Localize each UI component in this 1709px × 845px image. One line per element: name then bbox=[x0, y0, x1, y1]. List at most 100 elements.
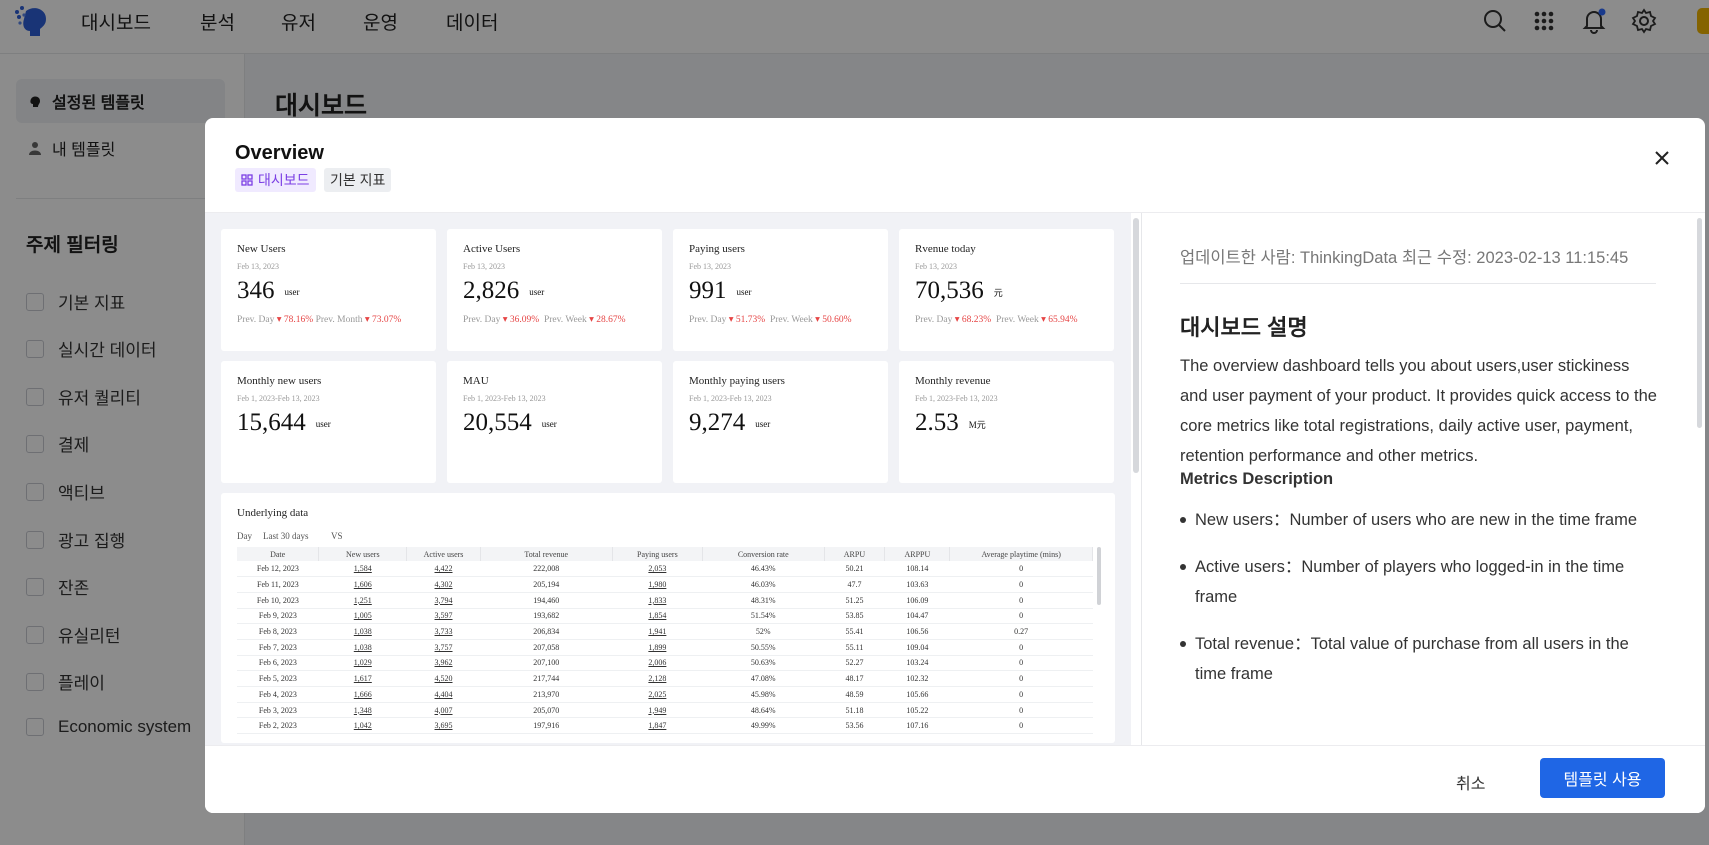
template-preview-modal: Overview 대시보드 기본 지표 New Users Feb 13, 20… bbox=[205, 118, 1705, 813]
table-cell[interactable]: 4,302 bbox=[406, 576, 481, 593]
checkbox[interactable] bbox=[26, 482, 44, 501]
table-cell[interactable]: 3,733 bbox=[406, 623, 481, 640]
use-template-button[interactable]: 템플릿 사용 bbox=[1540, 758, 1665, 798]
table-cell[interactable]: 1,029 bbox=[318, 655, 407, 672]
column-header[interactable]: Average playtime (mins) bbox=[949, 547, 1093, 561]
sidebar-item-label: 설정된 템플릿 bbox=[52, 95, 145, 112]
table-cell[interactable]: 1,847 bbox=[612, 717, 703, 735]
table-cell[interactable]: 1,584 bbox=[318, 561, 407, 578]
cmp-number: 68.23% bbox=[961, 315, 992, 325]
table-cell[interactable]: 1,038 bbox=[318, 623, 407, 640]
checkbox[interactable] bbox=[26, 718, 44, 736]
description-scrollbar[interactable] bbox=[1697, 218, 1702, 428]
filter-churn-return[interactable]: 유실리턴 bbox=[26, 622, 121, 647]
filter-active[interactable]: 액티브 bbox=[26, 479, 105, 504]
table-cell[interactable]: 1,251 bbox=[318, 592, 407, 609]
filter-basic-metrics[interactable]: 기본 지표 bbox=[26, 289, 125, 314]
checkbox[interactable] bbox=[26, 530, 44, 549]
table-cell[interactable]: 2,025 bbox=[612, 686, 703, 703]
date-range-select[interactable]: Last 30 days bbox=[263, 531, 309, 541]
filter-play[interactable]: 플레이 bbox=[26, 669, 105, 694]
table-cell[interactable]: 4,007 bbox=[406, 702, 481, 719]
notification-bell-icon[interactable] bbox=[1581, 8, 1607, 34]
cmp-number: 78.16% bbox=[283, 315, 314, 325]
checkbox[interactable] bbox=[26, 672, 44, 691]
table-cell: 46.43% bbox=[702, 561, 825, 578]
table-cell[interactable]: 1,348 bbox=[318, 702, 407, 719]
search-icon[interactable] bbox=[1482, 8, 1508, 34]
apps-grid-icon[interactable] bbox=[1531, 8, 1557, 34]
table-cell[interactable]: 3,794 bbox=[406, 592, 481, 609]
column-header[interactable]: ARPPU bbox=[884, 547, 951, 561]
compare-toggle[interactable]: VS bbox=[331, 531, 343, 541]
user-avatar[interactable] bbox=[1697, 8, 1709, 34]
filter-ad-campaign[interactable]: 광고 집행 bbox=[26, 527, 125, 552]
column-header[interactable]: Date bbox=[237, 547, 320, 561]
settings-gear-icon[interactable] bbox=[1631, 8, 1657, 34]
filter-user-quality[interactable]: 유저 퀄리티 bbox=[26, 384, 141, 409]
sidebar-item-preset-templates[interactable]: 설정된 템플릿 bbox=[16, 79, 225, 123]
cmp-value: ▾ 51.73% bbox=[728, 315, 766, 325]
table-cell[interactable]: 1,854 bbox=[612, 608, 703, 625]
table-cell[interactable]: 3,962 bbox=[406, 655, 481, 672]
column-header[interactable]: Paying users bbox=[612, 547, 703, 561]
table-cell[interactable]: 2,128 bbox=[612, 670, 703, 687]
nav-operation[interactable]: 운영 bbox=[363, 13, 398, 34]
table-cell[interactable]: 1,606 bbox=[318, 576, 407, 593]
checkbox[interactable] bbox=[26, 434, 44, 453]
table-cell[interactable]: 1,980 bbox=[612, 576, 703, 593]
table-cell[interactable]: 1,899 bbox=[612, 639, 703, 656]
table-cell[interactable]: 4,422 bbox=[406, 561, 481, 578]
nav-users[interactable]: 유저 bbox=[281, 13, 316, 34]
kpi-card-monthly-paying-users: Monthly paying users Feb 1, 2023-Feb 13,… bbox=[673, 361, 888, 483]
cmp-number: 50.60% bbox=[822, 315, 852, 325]
filter-payment[interactable]: 결제 bbox=[26, 431, 89, 456]
card-comparison: Prev. Day ▾ 36.09% Prev. Week ▾ 28.67% bbox=[463, 314, 626, 325]
nav-data[interactable]: 데이터 bbox=[446, 13, 499, 34]
table-scrollbar[interactable] bbox=[1097, 547, 1101, 605]
granularity-select[interactable]: Day bbox=[237, 531, 252, 541]
column-header[interactable]: ARPU bbox=[824, 547, 886, 561]
card-date: Feb 1, 2023-Feb 13, 2023 bbox=[689, 394, 772, 403]
nav-dashboard[interactable]: 대시보드 bbox=[81, 13, 151, 34]
table-cell[interactable]: 1,617 bbox=[318, 670, 407, 687]
checkbox[interactable] bbox=[26, 625, 44, 644]
table-cell[interactable]: 4,520 bbox=[406, 670, 481, 687]
cmp-value: ▾ 78.16% bbox=[276, 315, 314, 325]
table-cell: 0 bbox=[949, 655, 1093, 672]
table-cell: 103.63 bbox=[884, 576, 950, 593]
nav-analysis[interactable]: 분석 bbox=[200, 13, 235, 34]
table-cell[interactable]: 1,666 bbox=[318, 686, 407, 703]
column-header[interactable]: Conversion rate bbox=[702, 547, 825, 561]
modal-title: Overview bbox=[235, 142, 324, 164]
checkbox[interactable] bbox=[26, 339, 44, 358]
column-header[interactable]: Total revenue bbox=[480, 547, 613, 561]
table-cell[interactable]: 2,053 bbox=[612, 561, 703, 578]
table-cell[interactable]: 2,006 bbox=[612, 655, 703, 672]
table-cell[interactable]: 3,695 bbox=[406, 717, 481, 735]
table-cell[interactable]: 3,597 bbox=[406, 608, 481, 625]
checkbox[interactable] bbox=[26, 292, 44, 311]
dashboard-preview[interactable]: New Users Feb 13, 2023 346 user Prev. Day… bbox=[205, 213, 1131, 745]
table-cell[interactable]: 1,949 bbox=[612, 702, 703, 719]
table-cell[interactable]: 4,404 bbox=[406, 686, 481, 703]
column-header[interactable]: New users bbox=[318, 547, 408, 561]
brain-logo-icon[interactable] bbox=[14, 3, 50, 37]
table-cell[interactable]: 1,833 bbox=[612, 592, 703, 609]
cancel-button[interactable]: 취소 bbox=[1456, 770, 1485, 794]
table-cell[interactable]: 1,042 bbox=[318, 717, 407, 735]
filter-retention[interactable]: 잔존 bbox=[26, 574, 89, 599]
checkbox[interactable] bbox=[26, 577, 44, 596]
filter-economic-system[interactable]: Economic system bbox=[26, 717, 191, 737]
filter-realtime-data[interactable]: 실시간 데이터 bbox=[26, 336, 157, 361]
checkbox[interactable] bbox=[26, 387, 44, 406]
close-icon[interactable] bbox=[1649, 145, 1675, 171]
table-cell: 205,070 bbox=[480, 702, 613, 719]
table-cell[interactable]: 1,005 bbox=[318, 608, 407, 625]
table-cell[interactable]: 1,941 bbox=[612, 623, 703, 640]
table-cell[interactable]: 3,757 bbox=[406, 639, 481, 656]
column-header[interactable]: Active users bbox=[406, 547, 481, 561]
sidebar-item-my-templates[interactable]: 내 템플릿 bbox=[16, 126, 225, 170]
preview-scrollbar[interactable] bbox=[1133, 218, 1139, 473]
table-cell[interactable]: 1,038 bbox=[318, 639, 407, 656]
